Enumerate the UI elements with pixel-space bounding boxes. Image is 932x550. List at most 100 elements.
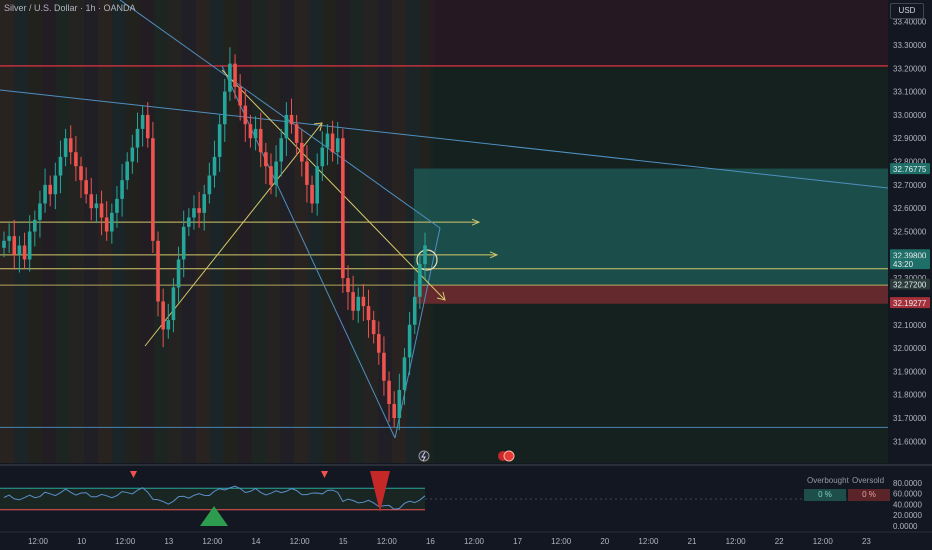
candle-body xyxy=(120,180,124,199)
candle-body xyxy=(38,203,42,220)
candle-body xyxy=(228,63,232,92)
oversold-value: 0 % xyxy=(848,489,890,501)
candle-body xyxy=(412,296,417,325)
candle-body xyxy=(392,404,396,419)
session-band xyxy=(378,0,392,463)
candle-body xyxy=(361,296,366,307)
candle-body xyxy=(238,86,242,106)
price-tick-label: 32.60000 xyxy=(893,204,927,213)
candle-body xyxy=(346,278,350,293)
candle-body xyxy=(269,166,273,185)
candle-body xyxy=(387,380,391,405)
candle-body xyxy=(151,138,155,241)
session-band xyxy=(0,0,14,463)
price-tick-label: 32.70000 xyxy=(893,181,927,190)
candle-body xyxy=(94,203,99,209)
candle-body xyxy=(130,147,135,162)
candle-body xyxy=(53,175,58,195)
candle-body xyxy=(371,320,376,335)
candle-body xyxy=(104,217,109,232)
candle-body xyxy=(366,306,371,321)
candle-body xyxy=(341,138,345,279)
flash-icon xyxy=(418,450,430,462)
candle-body xyxy=(294,124,299,143)
stop-zone xyxy=(414,285,888,304)
price-tag-label: 32.76775 xyxy=(893,165,927,174)
event-flag-icon xyxy=(503,450,515,462)
arrow-head xyxy=(313,122,323,132)
candle-body xyxy=(2,240,6,248)
session-band xyxy=(14,0,28,463)
candle-body xyxy=(233,63,237,87)
candle-body xyxy=(12,236,17,255)
candle-body xyxy=(79,166,83,181)
time-tick-label: 12:00 xyxy=(638,537,659,546)
candle-body xyxy=(48,184,53,195)
session-band xyxy=(238,0,252,463)
candle-body xyxy=(110,212,114,232)
candle-body xyxy=(258,128,263,153)
candle-body xyxy=(17,245,22,255)
pattern-arrow xyxy=(221,69,446,301)
candle-body xyxy=(145,114,150,139)
candle-body xyxy=(315,166,319,204)
price-tick-label: 31.70000 xyxy=(893,414,927,423)
price-tag xyxy=(890,278,930,290)
candle-body xyxy=(305,161,309,185)
candle-body xyxy=(43,184,47,204)
highlight-circle xyxy=(416,249,438,271)
future-area-top xyxy=(430,0,888,66)
candle-body xyxy=(140,114,145,129)
candle-body xyxy=(7,236,11,241)
candle-body xyxy=(115,198,119,213)
price-axis-panel xyxy=(888,0,932,550)
rsi-tick-label: 20.0000 xyxy=(893,511,922,520)
time-tick-label: 12:00 xyxy=(551,537,572,546)
price-tick-label: 31.90000 xyxy=(893,367,927,376)
time-tick-label: 10 xyxy=(77,537,86,546)
channel-line-right xyxy=(394,227,441,439)
currency-selector[interactable]: USD xyxy=(890,3,924,19)
candle-body xyxy=(376,334,381,353)
candle-body xyxy=(264,152,268,167)
flash-icon-glyph xyxy=(421,451,426,462)
candle-body xyxy=(382,352,386,381)
candle-body xyxy=(181,226,186,260)
signal-marker-down-large xyxy=(370,471,390,512)
candle-body xyxy=(156,240,160,302)
session-band xyxy=(280,0,294,463)
candle-body xyxy=(176,259,181,288)
candle-body xyxy=(253,128,258,139)
symbol-title[interactable]: Silver / U.S. Dollar · 1h · OANDA xyxy=(4,3,136,13)
overbought-label: Overbought xyxy=(807,476,849,485)
candle-body xyxy=(125,161,130,181)
candle-body xyxy=(58,156,63,176)
time-tick-label: 15 xyxy=(339,537,348,546)
candle-body xyxy=(325,133,330,148)
session-band xyxy=(266,0,280,463)
rsi-tick-label: 0.0000 xyxy=(893,522,918,531)
price-tick-label: 32.00000 xyxy=(893,344,927,353)
session-band xyxy=(364,0,378,463)
session-band xyxy=(154,0,168,463)
candle-body xyxy=(27,231,32,260)
candle-body xyxy=(397,390,402,419)
candle-body xyxy=(135,128,140,148)
candle-body xyxy=(89,194,94,209)
price-tick-label: 33.40000 xyxy=(893,18,927,27)
time-tick-label: 12:00 xyxy=(202,537,223,546)
candle-body xyxy=(402,357,407,391)
price-tick-label: 31.80000 xyxy=(893,391,927,400)
arrow-head xyxy=(489,251,499,259)
time-tick-label: 12:00 xyxy=(813,537,834,546)
time-tick-label: 17 xyxy=(513,537,522,546)
price-tick-label: 32.30000 xyxy=(893,274,927,283)
signal-marker-up xyxy=(200,506,228,526)
price-tick-label: 31.60000 xyxy=(893,437,927,446)
candle-body xyxy=(418,264,422,297)
time-tick-label: 12:00 xyxy=(726,537,747,546)
session-band xyxy=(70,0,84,463)
session-band xyxy=(42,0,56,463)
